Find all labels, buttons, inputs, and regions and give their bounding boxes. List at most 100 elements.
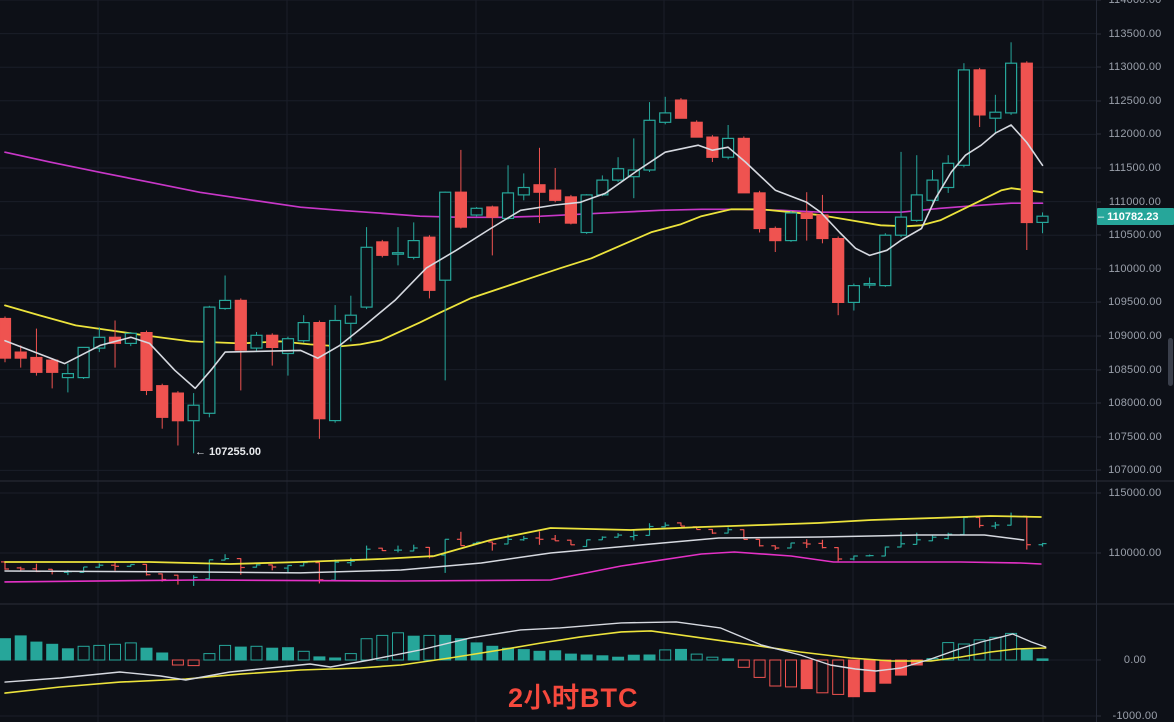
histogram-bar — [847, 659, 860, 698]
last-price-tag: ‒ 110782.23 — [1097, 208, 1174, 225]
candle — [376, 239, 389, 258]
candle — [486, 205, 499, 256]
candle — [219, 275, 232, 310]
overview-bar — [519, 536, 528, 541]
candle — [1020, 61, 1033, 250]
axis-price-label: 110500.00 — [1108, 229, 1162, 241]
histogram-bar — [250, 645, 263, 661]
overview-bar — [676, 522, 685, 527]
axis-price-label: 112000.00 — [1108, 128, 1162, 140]
histogram-bar — [1005, 632, 1018, 661]
candle — [360, 227, 373, 310]
last-price-tick-dash: ‒ — [1098, 210, 1105, 223]
histogram-bar — [596, 655, 609, 661]
histogram-bar — [407, 635, 420, 661]
overview-bar — [346, 557, 355, 566]
axis-price-label: 112500.00 — [1108, 95, 1162, 107]
histogram-bar — [769, 659, 782, 687]
overview-bar — [771, 545, 780, 550]
candle — [93, 327, 106, 353]
overview-bar — [897, 532, 906, 548]
histogram-bar — [753, 659, 766, 678]
overview-bar — [928, 535, 937, 542]
overview-bar — [755, 538, 764, 547]
last-price-value: 110782.23 — [1107, 210, 1159, 223]
axis-price-label: 111000.00 — [1108, 196, 1162, 208]
candle — [234, 298, 247, 391]
overview-bar — [598, 536, 607, 541]
histogram-bar — [376, 634, 389, 661]
candle — [706, 135, 719, 162]
histogram-bar — [1020, 649, 1033, 661]
histogram-bar — [989, 636, 1002, 661]
candle — [769, 226, 782, 252]
candle — [533, 147, 546, 224]
chart-title: 2小时BTC — [508, 683, 639, 713]
candle — [61, 363, 75, 393]
axis-price-label: 0.00 — [1123, 654, 1147, 666]
overview-bar — [849, 555, 858, 561]
candle — [281, 336, 295, 376]
axis-price-label: 110000.00 — [1108, 263, 1162, 275]
candle — [46, 358, 59, 389]
axis-price-label: 108000.00 — [1108, 397, 1162, 409]
axis-price-label: 110000.00 — [1108, 547, 1162, 559]
histogram-bar — [910, 659, 923, 666]
histogram-bar — [124, 642, 137, 661]
candle — [439, 191, 452, 381]
overview-bar — [283, 564, 292, 573]
candle — [800, 192, 813, 241]
axis-price-label: -1000.00 — [1112, 710, 1158, 722]
axis-price-label: 107000.00 — [1108, 464, 1162, 476]
overview-bar — [95, 563, 104, 568]
candle — [910, 155, 923, 222]
candle — [832, 236, 845, 316]
scrollbar-thumb[interactable] — [1168, 338, 1173, 386]
overview-bar — [488, 541, 497, 551]
histogram-bar — [549, 650, 562, 661]
price-axis[interactable] — [1096, 0, 1174, 722]
overview-bar — [959, 516, 968, 536]
histogram-bar — [722, 658, 735, 661]
overview-bar — [566, 539, 575, 546]
histogram-bar — [203, 653, 216, 661]
histogram-bar — [785, 659, 797, 688]
axis-price-label: 115000.00 — [1108, 487, 1162, 499]
overview-bar — [865, 554, 874, 557]
histogram-bar — [266, 647, 279, 661]
candle — [784, 211, 798, 242]
candle — [989, 94, 1002, 134]
candle — [659, 96, 672, 125]
histogram-bar — [187, 659, 200, 667]
candle — [643, 102, 656, 172]
histogram-bar — [706, 656, 719, 661]
axis-price-label: 107500.00 — [1108, 431, 1162, 443]
overview-bar — [614, 533, 623, 538]
overview-bar — [126, 563, 135, 567]
main-ma-magenta — [4, 151, 1044, 219]
candle — [942, 155, 955, 193]
candle — [297, 315, 310, 343]
overview-bar — [818, 539, 827, 549]
candle — [14, 345, 27, 368]
histogram-bar — [659, 649, 672, 661]
overview-bar — [441, 538, 450, 573]
candle — [77, 346, 90, 379]
candle — [156, 383, 169, 429]
histogram-bar — [486, 645, 499, 661]
histogram-bar — [690, 653, 703, 661]
candle — [957, 63, 971, 168]
histogram-bar — [470, 642, 483, 661]
histogram-ma-yellow — [4, 630, 1047, 694]
histogram-bar — [109, 643, 121, 661]
candle — [0, 316, 12, 363]
histogram-bar — [423, 634, 436, 661]
histogram-bar — [360, 638, 373, 661]
histogram-bar — [14, 635, 27, 661]
histogram-bar — [219, 644, 232, 661]
axis-price-label: 111500.00 — [1108, 162, 1162, 174]
histogram-bar — [517, 649, 530, 661]
overview-bar — [551, 535, 560, 542]
